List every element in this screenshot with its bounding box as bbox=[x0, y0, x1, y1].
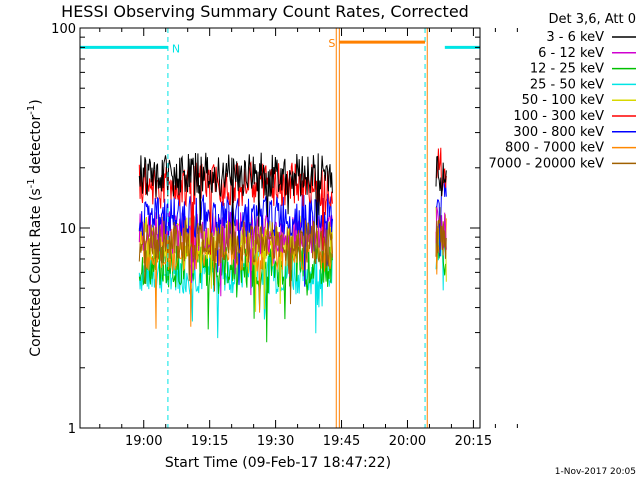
x-axis: 19:00 19:15 19:30 19:45 20:00 20:15 bbox=[99, 28, 518, 449]
chart-title: HESSI Observing Summary Count Rates, Cor… bbox=[61, 2, 469, 21]
series-7000-20000kev bbox=[138, 215, 447, 305]
legend-label-6-12kev: 6 - 12 keV bbox=[538, 46, 604, 61]
trace-7000-20000kev-2 bbox=[435, 215, 447, 259]
trace-300-800kev-2 bbox=[435, 176, 447, 257]
legend-label-7000-20000kev: 7000 - 20000 keV bbox=[489, 156, 605, 171]
legend-label-100-300kev: 100 - 300 keV bbox=[513, 109, 604, 124]
y-tick-label-100: 100 bbox=[51, 22, 76, 37]
x-tick-label-19:00: 19:00 bbox=[125, 434, 162, 449]
legend-label-3-6kev: 3 - 6 keV bbox=[546, 30, 604, 45]
legend-header: Det 3,6, Att 0 bbox=[549, 12, 636, 27]
x-tick-label-20:15: 20:15 bbox=[455, 434, 492, 449]
trace-3-6kev-1 bbox=[138, 152, 333, 252]
plot-area bbox=[80, 28, 480, 428]
x-tick-label-19:15: 19:15 bbox=[191, 434, 228, 449]
trace-12-25kev-1 bbox=[138, 242, 333, 343]
trace-7000-20000kev-1 bbox=[138, 220, 333, 305]
y-axis-label-part2: detector bbox=[28, 115, 44, 179]
legend-label-50-100kev: 50 - 100 keV bbox=[522, 93, 605, 108]
trace-3-6kev-2 bbox=[435, 155, 447, 197]
x-tick-label-19:30: 19:30 bbox=[257, 434, 294, 449]
x-axis-label: Start Time (09-Feb-17 18:47:22) bbox=[165, 455, 391, 471]
legend-label-800-7000kev: 800 - 7000 keV bbox=[505, 141, 604, 156]
series-3-6kev bbox=[138, 152, 447, 252]
legend-label-25-50kev: 25 - 50 keV bbox=[530, 77, 604, 92]
flag-label-s: S bbox=[328, 37, 335, 50]
flag-label-n: N bbox=[172, 42, 180, 55]
generation-timestamp: 1-Nov-2017 20:05 bbox=[555, 467, 636, 477]
x-tick-label-19:45: 19:45 bbox=[323, 434, 360, 449]
y-axis-label-sup2: -1 bbox=[26, 105, 37, 115]
y-axis-label-sup1: -1 bbox=[26, 178, 37, 188]
y-axis-label-part1: Corrected Count Rate (s bbox=[28, 188, 44, 356]
legend-label-12-25kev: 12 - 25 keV bbox=[530, 62, 604, 77]
y-axis: 1 10 100 bbox=[51, 22, 480, 437]
y-axis-label: Corrected Count Rate (s-1 detector-1) bbox=[26, 99, 44, 356]
y-tick-label-10: 10 bbox=[59, 222, 76, 237]
x-tick-label-20:00: 20:00 bbox=[389, 434, 426, 449]
y-tick-label-1: 1 bbox=[68, 422, 76, 437]
legend-label-300-800kev: 300 - 800 keV bbox=[513, 125, 604, 140]
y-axis-label-part3: ) bbox=[28, 99, 44, 104]
